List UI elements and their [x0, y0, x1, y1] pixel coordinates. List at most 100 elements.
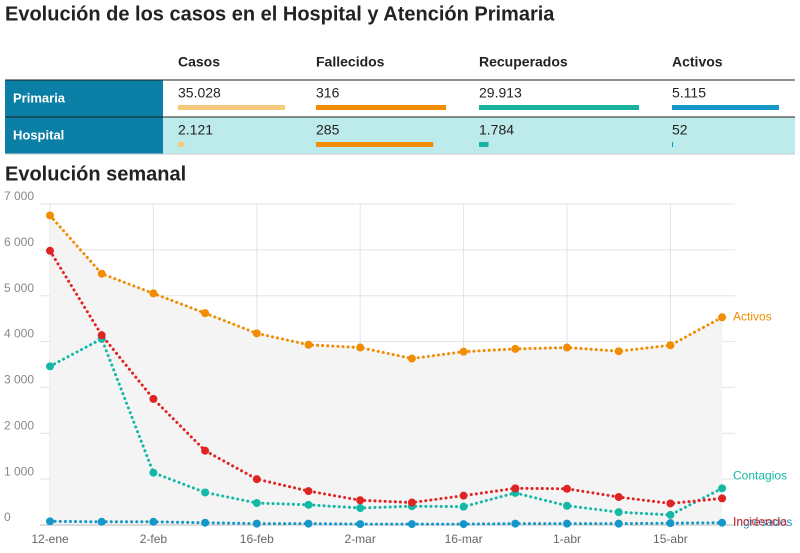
- point: [511, 484, 520, 493]
- row-label: Primaria: [13, 90, 66, 105]
- point: [666, 499, 675, 508]
- cell-bar: [316, 105, 446, 110]
- point: [511, 519, 520, 528]
- point: [97, 517, 106, 526]
- column-header: Recuperados: [479, 54, 568, 70]
- point: [563, 501, 571, 510]
- cell-bar: [479, 142, 489, 147]
- point: [252, 498, 261, 507]
- y-tick-label: 5 000: [4, 281, 34, 295]
- cell-bar: [672, 142, 674, 147]
- series-line: [48, 519, 724, 526]
- cell-value: 52: [672, 122, 688, 138]
- point: [356, 504, 365, 513]
- x-tick-label: 16-mar: [445, 532, 483, 546]
- x-tick-label: 12-ene: [31, 532, 69, 546]
- point: [304, 500, 313, 509]
- point: [356, 343, 365, 352]
- cell-value: 1.784: [479, 122, 514, 138]
- point: [201, 488, 210, 497]
- point: [304, 340, 313, 349]
- cell-bar: [479, 105, 639, 110]
- point: [149, 394, 158, 403]
- point: [407, 520, 416, 529]
- column-header: Casos: [178, 54, 220, 70]
- point: [356, 520, 365, 529]
- point: [149, 289, 158, 298]
- y-tick-label: 4 000: [4, 327, 34, 341]
- point: [252, 329, 261, 338]
- x-tick-label: 16-feb: [240, 532, 274, 546]
- cell-value: 29.913: [479, 85, 522, 101]
- point: [666, 519, 675, 528]
- row-label-bg: [5, 80, 163, 117]
- point: [252, 519, 261, 528]
- point: [407, 498, 416, 507]
- page-title: Evolución de los casos en el Hospital y …: [5, 3, 555, 25]
- point: [46, 246, 54, 255]
- cell-value: 35.028: [178, 85, 221, 101]
- y-tick-label: 2 000: [4, 418, 34, 432]
- point: [614, 508, 623, 517]
- x-tick-label: 2-feb: [140, 532, 168, 546]
- point: [666, 341, 675, 350]
- point: [201, 446, 210, 455]
- point: [46, 517, 54, 526]
- point: [407, 354, 416, 363]
- point: [511, 344, 520, 353]
- point: [459, 347, 468, 356]
- point: [46, 211, 54, 220]
- row-label: Hospital: [13, 127, 64, 142]
- point: [563, 343, 571, 352]
- chart-title: Evolución semanal: [5, 163, 186, 185]
- point: [614, 519, 623, 528]
- series-label: Activos: [733, 309, 772, 323]
- column-header: Fallecidos: [316, 54, 385, 70]
- point: [563, 519, 571, 528]
- point: [149, 517, 158, 526]
- x-tick-label: 2-mar: [345, 532, 376, 546]
- y-tick-label: 6 000: [4, 235, 34, 249]
- cell-bar: [178, 142, 185, 147]
- point: [304, 519, 313, 528]
- point: [614, 347, 623, 356]
- point: [201, 309, 210, 318]
- cell-value: 2.121: [178, 122, 213, 138]
- series-line: [48, 213, 724, 361]
- y-tick-label: 3 000: [4, 373, 34, 387]
- cell-bar: [316, 142, 434, 147]
- cell-value: 285: [316, 122, 340, 138]
- table-header-bg: [5, 44, 795, 80]
- y-tick-label: 7 000: [4, 189, 34, 203]
- cell-bar: [178, 105, 285, 110]
- point: [459, 502, 468, 511]
- point: [459, 520, 468, 529]
- point: [252, 475, 261, 484]
- column-header: Activos: [672, 54, 723, 70]
- cell-value: 5.115: [672, 85, 706, 101]
- x-tick-label: 1-abr: [553, 532, 581, 546]
- point: [614, 493, 623, 502]
- point: [718, 484, 727, 493]
- series-line: [48, 249, 724, 505]
- y-tick-label: 1 000: [4, 464, 34, 478]
- cell-value: 316: [316, 85, 340, 101]
- point: [149, 468, 158, 477]
- series-line: [48, 336, 724, 517]
- point: [356, 496, 365, 505]
- point: [97, 331, 106, 340]
- point: [666, 510, 675, 519]
- series-label: Ingresados: [733, 515, 792, 529]
- series-label: Contagios: [733, 468, 787, 482]
- point: [97, 269, 106, 278]
- row-label-bg: [5, 117, 163, 154]
- point: [304, 487, 313, 496]
- point: [201, 518, 210, 527]
- point: [46, 362, 54, 371]
- point: [563, 484, 571, 493]
- point: [718, 313, 727, 322]
- series-label: Incidencia: [733, 515, 787, 529]
- area: [50, 215, 723, 525]
- y-tick-label: 0: [4, 510, 11, 524]
